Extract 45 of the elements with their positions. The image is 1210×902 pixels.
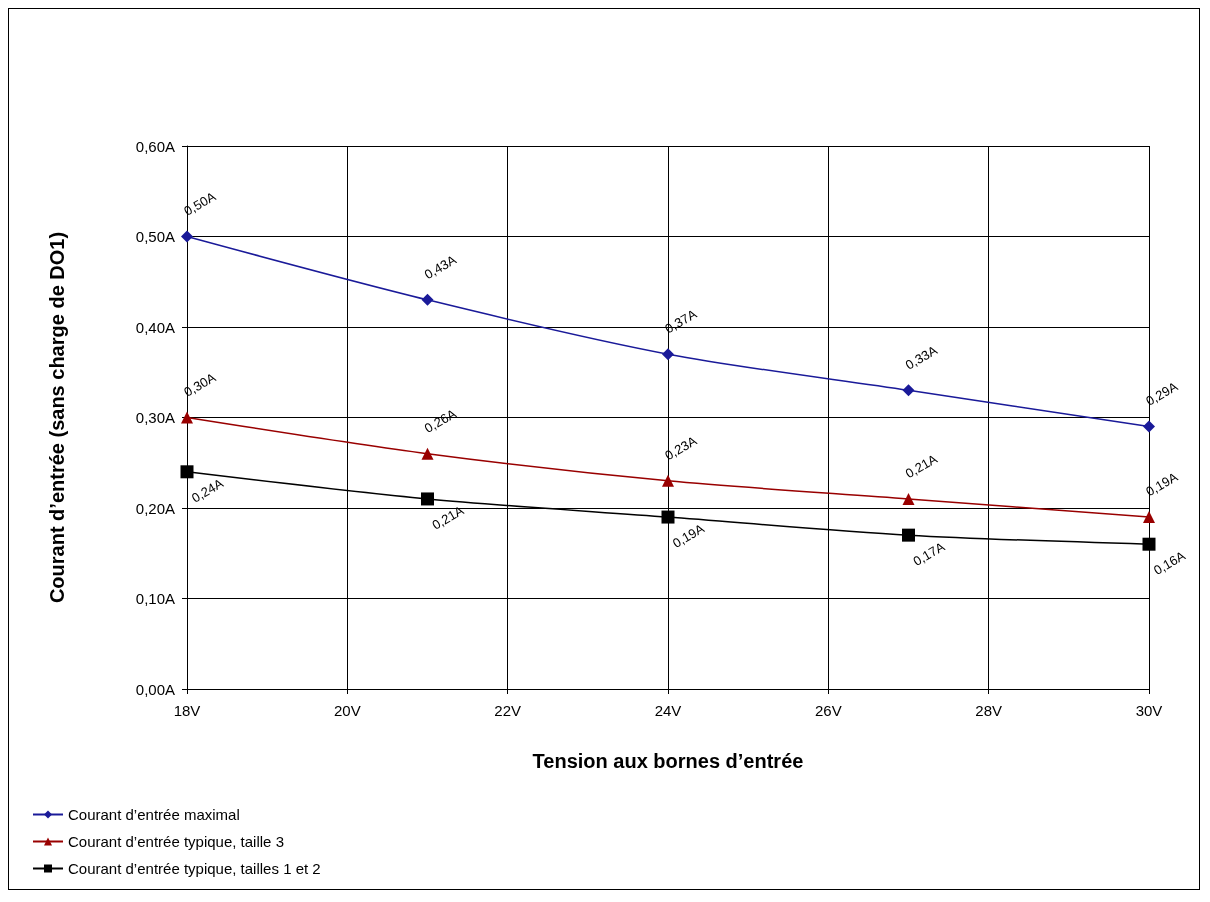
legend-label: Courant d’entrée typique, tailles 1 et 2 (68, 860, 321, 877)
point (662, 348, 674, 361)
point (1143, 511, 1155, 524)
data-label: 0,33A (902, 342, 941, 373)
x-tick-label: 20V (333, 702, 361, 719)
point (902, 384, 915, 397)
point (1142, 537, 1156, 551)
y-tick-label: 0,50A (135, 228, 175, 245)
point (1143, 420, 1155, 433)
data-label: 0,50A (181, 188, 219, 219)
point (180, 465, 194, 479)
point (902, 528, 915, 542)
point (421, 293, 434, 306)
data-label: 0,21A (429, 502, 467, 533)
point (421, 447, 434, 460)
y-tick-label: 0,60A (135, 137, 175, 155)
data-label: 0,30A (181, 369, 219, 400)
x-tick-label: 24V (654, 702, 682, 719)
legend-label: Courant d’entrée maximal (68, 806, 240, 823)
data-label: 0,19A (669, 520, 708, 551)
data-label: 0,16A (1150, 547, 1189, 578)
y-tick-label: 0,00A (135, 680, 175, 698)
point (181, 230, 193, 243)
y-tick-label: 0,40A (135, 318, 175, 336)
point (902, 492, 915, 505)
x-tick-label: 30V (1135, 702, 1163, 719)
x-axis-title: Tension aux bornes d’entrée (532, 750, 804, 772)
data-label: 0,24A (188, 475, 227, 506)
y-tick-label: 0,30A (135, 409, 175, 426)
data-label: 0,17A (910, 538, 948, 569)
point (662, 474, 674, 487)
y-tick-label: 0,20A (135, 499, 175, 517)
x-tick-label: 28V (975, 702, 1003, 719)
x-tick-label: 26V (814, 702, 842, 719)
y-tick-label: 0,10A (135, 590, 175, 607)
data-label: 0,21A (902, 450, 941, 482)
legend-label: Courant d’entrée typique, taille 3 (68, 833, 284, 850)
point (181, 411, 193, 424)
x-tick-label: 22V (494, 702, 522, 719)
point (661, 510, 675, 524)
x-tick-label: 18V (173, 702, 201, 719)
y-axis-title: Courant d’entrée (sans charge de DO1) (46, 231, 68, 604)
point (421, 492, 434, 506)
data-label: 0,19A (1143, 469, 1181, 500)
data-label: 0,29A (1143, 378, 1181, 409)
